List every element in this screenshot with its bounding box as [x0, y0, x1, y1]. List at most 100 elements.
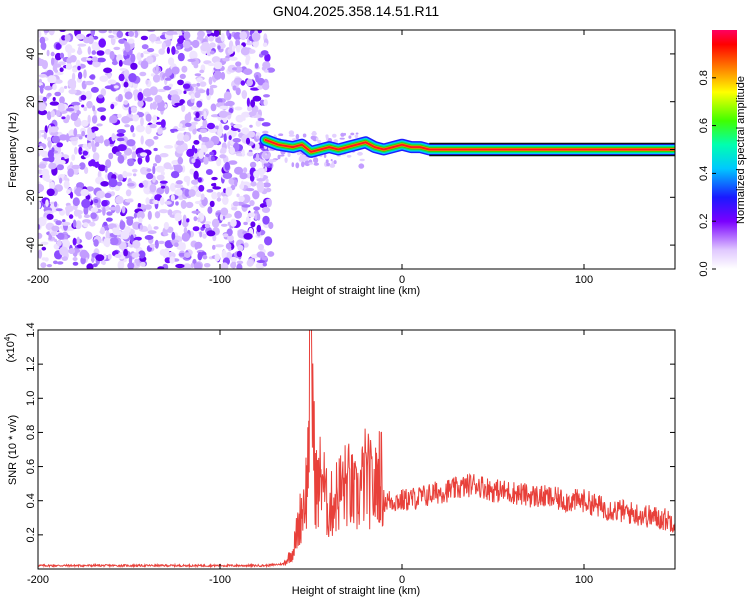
- noise-dot: [90, 30, 96, 37]
- noise-dot: [184, 122, 192, 128]
- spectrogram-x-tick-label: 0: [399, 274, 405, 286]
- noise-dot: [197, 217, 201, 223]
- colorbar-tick-label: 0.6: [698, 118, 710, 133]
- noise-dot: [117, 260, 125, 269]
- noise-dot: [207, 206, 213, 214]
- noise-dot: [77, 90, 82, 95]
- noise-dot: [196, 100, 203, 108]
- noise-dot: [86, 132, 93, 142]
- snr-y-label: SNR (10 * v/v): [7, 415, 19, 485]
- noise-dot: [100, 88, 107, 97]
- noise-dot: [170, 171, 180, 179]
- noise-dot: [261, 66, 266, 71]
- noise-dot: [61, 256, 68, 261]
- noise-dot: [96, 50, 105, 56]
- noise-dot: [235, 114, 245, 123]
- noise-dot: [155, 64, 159, 74]
- noise-dot: [91, 50, 97, 55]
- noise-dot: [170, 94, 181, 103]
- noise-dot: [206, 88, 210, 96]
- noise-dot: [265, 187, 272, 193]
- noise-dot: [222, 233, 229, 238]
- noise-dot: [136, 52, 142, 61]
- noise-dot: [313, 157, 319, 164]
- noise-dot: [213, 61, 223, 70]
- spectrogram-y-ticks: -40 -20 0 20 40: [25, 48, 675, 253]
- noise-dot: [91, 56, 99, 63]
- noise-dot: [191, 210, 201, 214]
- noise-dot: [100, 115, 106, 121]
- noise-dot: [44, 85, 53, 91]
- noise-dot: [46, 111, 52, 121]
- colorbar-tick-label: 0.4: [698, 166, 710, 181]
- noise-dot: [91, 115, 98, 124]
- noise-dot: [117, 174, 124, 182]
- noise-dot: [163, 145, 174, 149]
- noise-dot: [233, 31, 242, 41]
- noise-dot: [234, 106, 243, 111]
- noise-dot: [138, 250, 146, 259]
- noise-dot: [175, 180, 183, 185]
- noise-dot: [81, 104, 85, 108]
- noise-dot: [253, 206, 260, 211]
- noise-dot: [54, 91, 61, 97]
- noise-dot: [177, 127, 186, 131]
- noise-dot: [75, 33, 85, 40]
- noise-dot: [59, 86, 65, 94]
- noise-dot: [202, 119, 208, 128]
- noise-dot: [165, 68, 173, 76]
- noise-dot: [126, 217, 134, 226]
- noise-dot: [49, 181, 55, 190]
- noise-dot: [195, 111, 200, 119]
- noise-dot: [163, 221, 169, 230]
- noise-dot: [109, 115, 118, 124]
- noise-dot: [188, 189, 196, 197]
- noise-dot: [113, 85, 119, 89]
- snr-y-tick-label: 1.2: [25, 356, 37, 371]
- noise-dot: [357, 151, 363, 156]
- noise-dot: [235, 61, 242, 67]
- noise-dot: [188, 125, 194, 132]
- noise-dot: [122, 170, 128, 179]
- noise-dot: [248, 111, 257, 117]
- noise-dot: [220, 207, 229, 216]
- noise-dot: [108, 30, 112, 34]
- noise-dot: [55, 220, 62, 226]
- noise-dot: [56, 110, 61, 117]
- noise-dot: [246, 259, 254, 267]
- noise-dot: [132, 239, 141, 249]
- noise-dot: [105, 230, 110, 240]
- noise-dot: [108, 206, 118, 211]
- noise-dot: [257, 213, 261, 221]
- noise-dot: [103, 237, 111, 246]
- noise-dot: [123, 100, 129, 105]
- noise-dot: [301, 161, 305, 168]
- noise-dot: [256, 135, 260, 140]
- noise-dot: [203, 263, 211, 268]
- noise-dot: [169, 128, 179, 132]
- noise-dot: [67, 168, 74, 178]
- noise-dot: [88, 160, 94, 167]
- noise-dot: [59, 134, 68, 141]
- noise-dot: [147, 48, 155, 53]
- noise-dot: [236, 193, 240, 198]
- noise-dot: [61, 221, 71, 226]
- noise-dot: [77, 43, 87, 47]
- noise-dot: [249, 200, 255, 206]
- noise-dot: [127, 262, 135, 269]
- noise-dot: [306, 157, 310, 160]
- noise-dot: [66, 189, 71, 195]
- noise-dot: [69, 137, 79, 142]
- noise-dot: [263, 161, 269, 164]
- noise-dot: [49, 101, 60, 106]
- noise-dot: [76, 236, 80, 245]
- colorbar-tick-label: 0.2: [698, 214, 710, 229]
- noise-dot: [196, 77, 203, 83]
- noise-dot: [255, 120, 261, 127]
- colorbar-tick-label: 0.8: [698, 70, 710, 85]
- noise-dot: [70, 112, 79, 121]
- noise-dot: [221, 249, 227, 259]
- noise-dot: [262, 82, 270, 91]
- noise-dot: [46, 136, 52, 142]
- noise-dot: [52, 83, 57, 91]
